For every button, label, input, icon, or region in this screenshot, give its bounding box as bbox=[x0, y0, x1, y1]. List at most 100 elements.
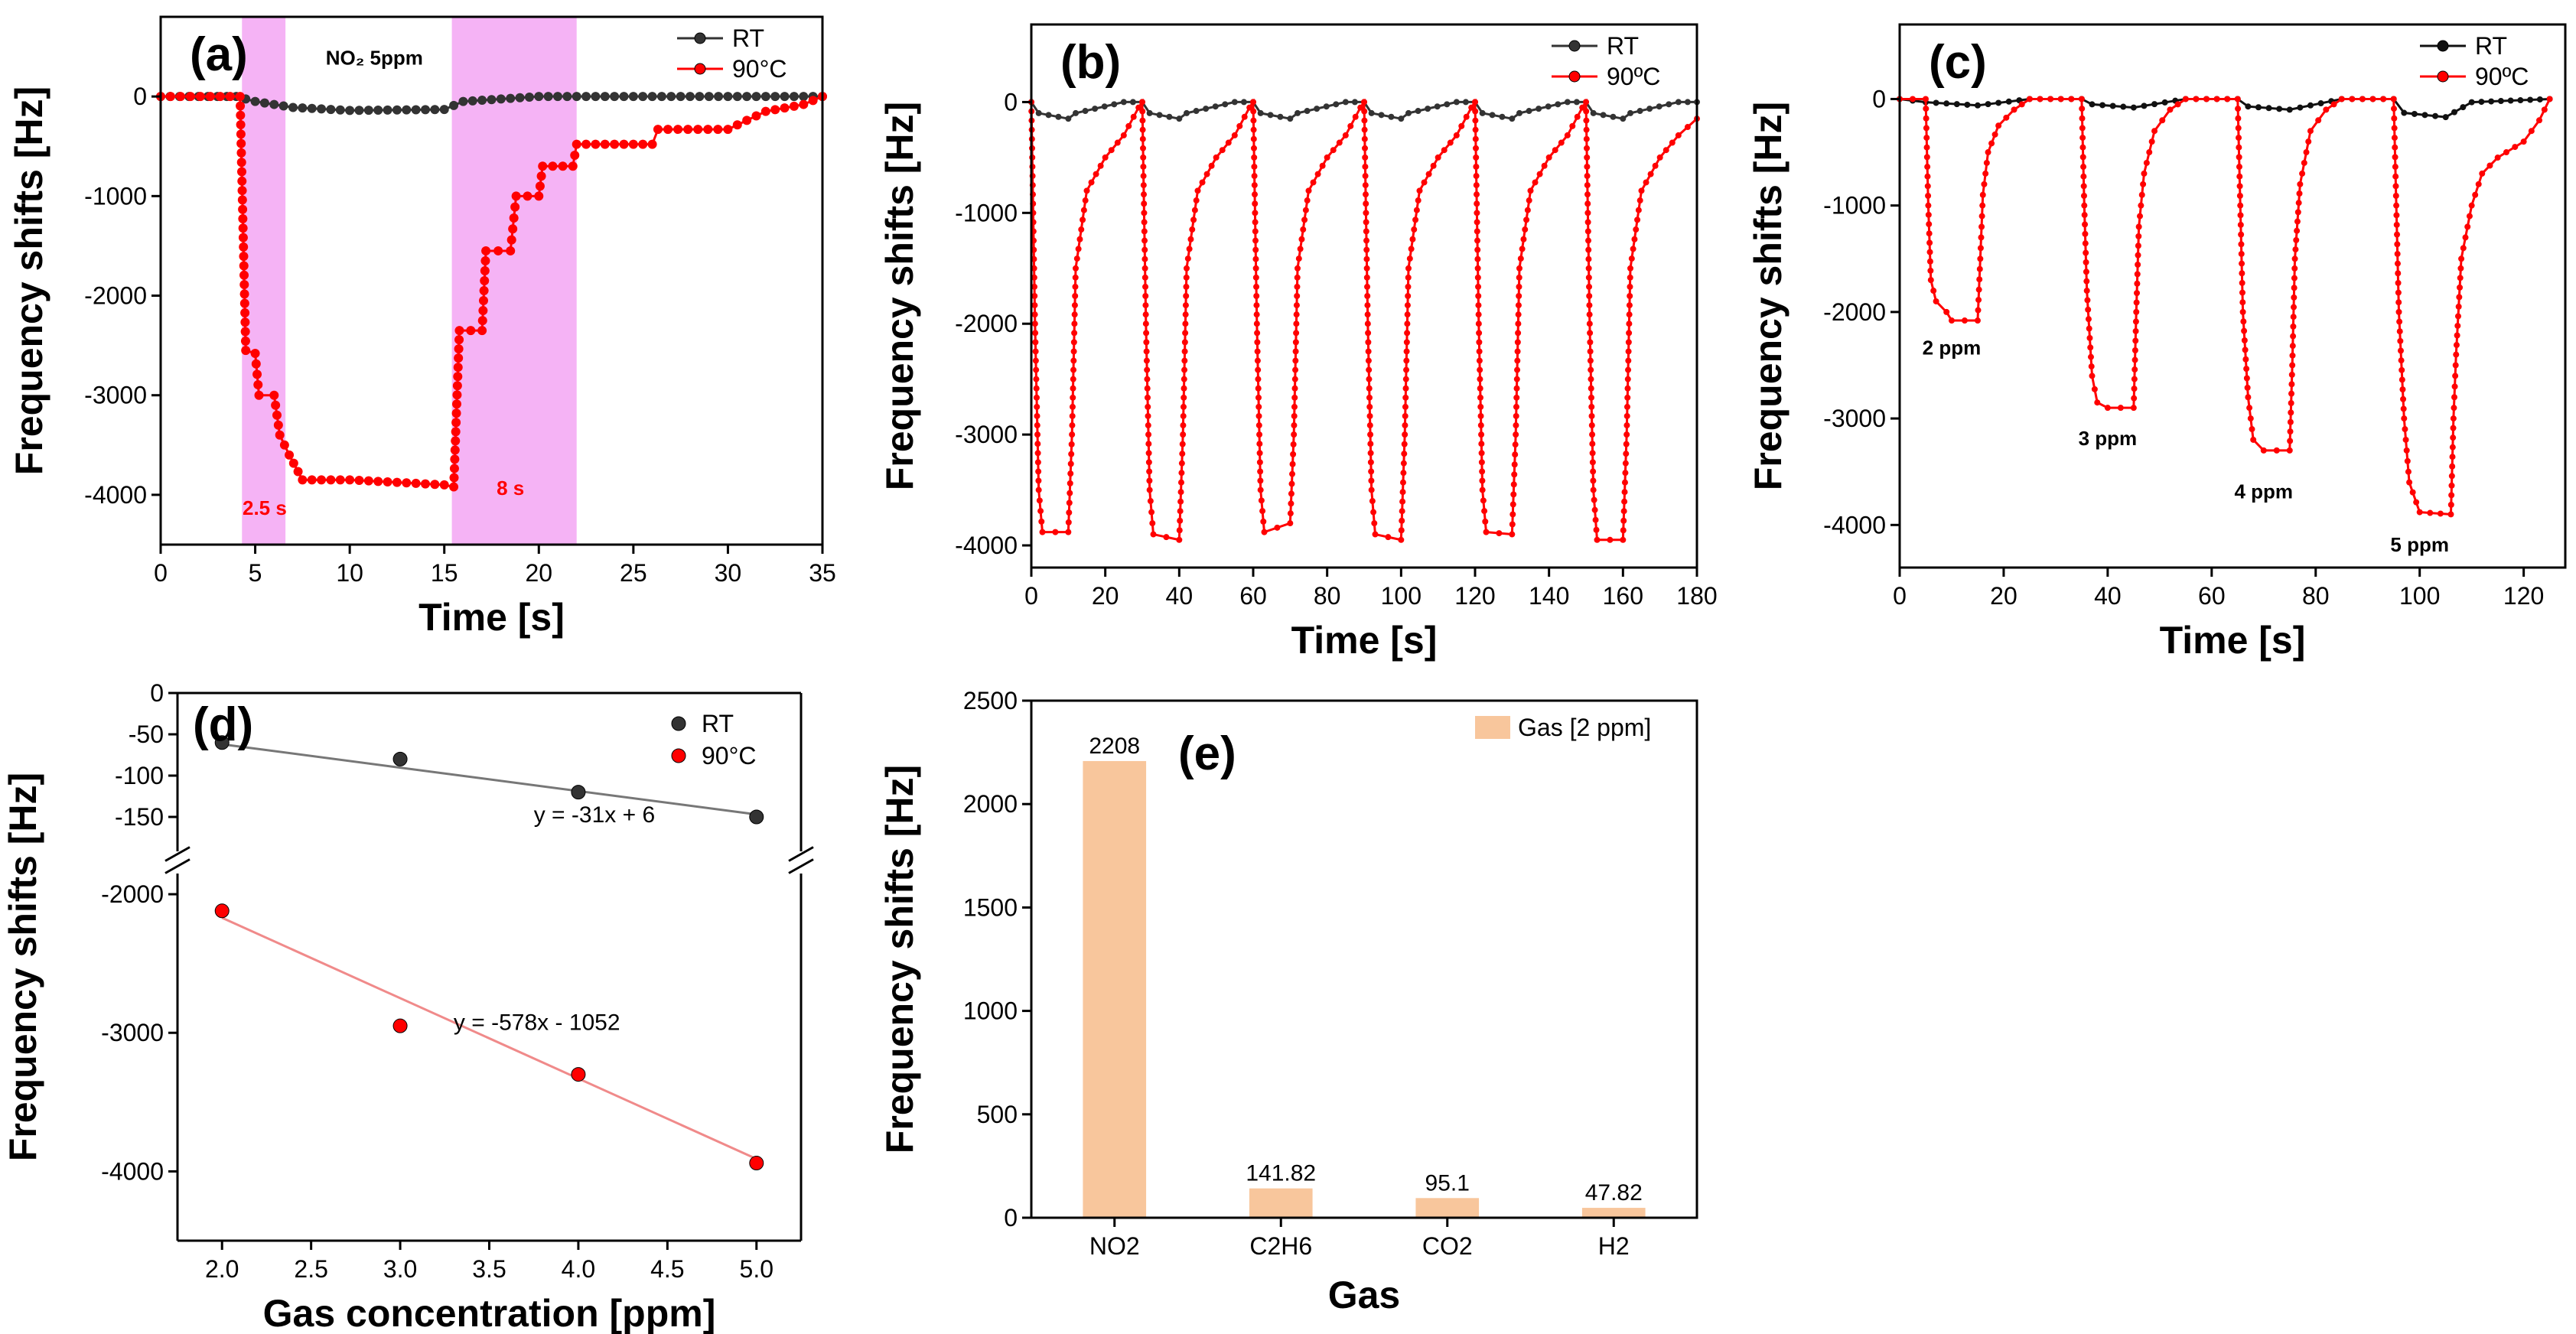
panel-b-series-1-point bbox=[1405, 265, 1412, 272]
panel-b-series-1-point bbox=[1627, 283, 1633, 290]
panel-c-series-1-point bbox=[2403, 447, 2410, 454]
panel-c-series-1-point bbox=[2238, 231, 2245, 238]
panel-b-series-1-point bbox=[1181, 385, 1187, 392]
panel-c-series-1-point bbox=[2236, 183, 2243, 190]
panel-a-series-1-point bbox=[480, 265, 490, 275]
panel-d-series-0-point bbox=[749, 809, 764, 825]
panel-a-series-1-point bbox=[619, 139, 629, 149]
panel-c-series-1-point bbox=[2132, 318, 2139, 325]
panel-c-series-1-point bbox=[2456, 294, 2463, 301]
panel-a-annotation: NO₂ 5ppm bbox=[326, 46, 423, 69]
panel-c-series-0-point bbox=[2517, 97, 2524, 104]
panel-c-series-1-point bbox=[2203, 96, 2210, 102]
panel-b-series-1-point bbox=[1405, 283, 1412, 290]
panel-c-series-1-point bbox=[2392, 154, 2399, 161]
panel-a-series-0-point bbox=[298, 103, 308, 113]
panel-b-series-1-point bbox=[1253, 320, 1260, 327]
panel-b-series-1-point bbox=[1252, 191, 1259, 198]
panel-a-x-tick-label: 5 bbox=[249, 559, 262, 587]
panel-c-series-1-point bbox=[2460, 245, 2467, 252]
panel-a-series-1-point bbox=[236, 138, 246, 148]
panel-b-series-1-point bbox=[1069, 412, 1076, 419]
panel-b-series-1-point bbox=[1591, 496, 1597, 503]
panel-b-series-1-point bbox=[1080, 216, 1086, 223]
panel-b-series-1-point bbox=[1363, 246, 1370, 253]
panel-c-series-1-point bbox=[2391, 106, 2398, 112]
panel-d-x-tick-label: 4.0 bbox=[562, 1255, 595, 1283]
panel-a-series-0-point bbox=[553, 92, 562, 102]
panel-c-series-1-point bbox=[2402, 436, 2409, 443]
panel-b-series-1-point bbox=[1621, 498, 1628, 505]
panel-b-series-0-point bbox=[1277, 113, 1284, 120]
panel-b-series-1-point bbox=[1478, 450, 1485, 457]
panel-b-series-0-point bbox=[1146, 109, 1153, 116]
panel-b-series-1-point bbox=[1292, 357, 1299, 364]
panel-a-plot-frame bbox=[159, 15, 824, 546]
panel-a-series-1-point bbox=[610, 139, 620, 149]
panel-b-series-1-point bbox=[1385, 534, 1392, 541]
panel-b-series-1-point bbox=[1294, 274, 1301, 281]
panel-b-series-1-point bbox=[1472, 99, 1478, 106]
panel-b-series-1-point bbox=[1430, 162, 1437, 169]
panel-a-series-1-point bbox=[373, 477, 383, 486]
panel-b-series-1-point bbox=[1141, 255, 1148, 262]
panel-b-series-1-point bbox=[1141, 210, 1148, 216]
panel-a-series-1-point bbox=[454, 344, 464, 354]
panel-d-y-tick-label: -3000 bbox=[101, 1019, 164, 1046]
panel-b-series-1-point bbox=[1579, 104, 1586, 111]
panel-b-series-1-point bbox=[1241, 113, 1248, 120]
panel-b-series-1-point bbox=[1140, 173, 1147, 180]
panel-c-series-1-point bbox=[2026, 96, 2033, 102]
panel-c-series-1-point bbox=[2392, 173, 2399, 180]
panel-a-series-1-point bbox=[236, 101, 246, 111]
panel-a-y-tick-label: -4000 bbox=[84, 481, 147, 509]
panel-d-legend-marker bbox=[671, 716, 686, 731]
panel-c-series-1-point bbox=[2447, 511, 2454, 518]
panel-a-series-1-point bbox=[479, 286, 489, 296]
panel-b-series-1-point bbox=[1621, 489, 1628, 496]
panel-c-series-1-point bbox=[2338, 96, 2345, 102]
panel-c-series-1-point bbox=[1985, 149, 1991, 156]
panel-a-series-1-point bbox=[293, 467, 303, 477]
panel-c-series-1-point bbox=[2083, 268, 2089, 275]
panel-c-series-1-point bbox=[2393, 221, 2400, 228]
panel-c-series-1-point bbox=[2081, 202, 2088, 209]
panel-c-series-1-point bbox=[2291, 265, 2298, 272]
panel-c-series-1-point bbox=[2303, 149, 2310, 156]
panel-b-series-1-point bbox=[1365, 357, 1372, 364]
panel-a-series-0-point bbox=[704, 92, 714, 102]
panel-c-series-1-point bbox=[2237, 212, 2244, 219]
panel-a-series-1-point bbox=[451, 399, 461, 409]
panel-a-x-tick-label: 25 bbox=[620, 559, 647, 587]
panel-b-series-1-point bbox=[1088, 179, 1095, 186]
panel-b-series-1-point bbox=[1140, 154, 1147, 161]
panel-c-series-1-point bbox=[2086, 325, 2092, 332]
panel-c-series-0-point bbox=[2432, 112, 2439, 119]
panel-b-series-1-point bbox=[1588, 403, 1595, 410]
panel-c-series-1-point bbox=[1976, 265, 1983, 272]
panel-a-series-0-point bbox=[307, 103, 317, 113]
panel-d-panel-label: (d) bbox=[193, 698, 253, 751]
panel-b-series-1-point bbox=[1362, 163, 1369, 170]
panel-b-series-1-point bbox=[1413, 207, 1420, 213]
panel-b-series-1-point bbox=[1067, 470, 1074, 477]
panel-c-series-1-point bbox=[1976, 276, 1983, 283]
panel-b-series-1-point bbox=[1070, 357, 1077, 364]
panel-b-series-1-point bbox=[1287, 510, 1294, 517]
panel-c-series-1-point bbox=[2135, 223, 2142, 230]
panel-b-series-1-point bbox=[1363, 210, 1369, 216]
panel-b-series-1-point bbox=[1255, 422, 1262, 429]
panel-b-series-1-point bbox=[1564, 132, 1571, 138]
panel-b-series-1-point bbox=[1093, 171, 1099, 177]
panel-c-series-1-point bbox=[1925, 202, 1932, 209]
panel-c-series-1-point bbox=[2079, 106, 2086, 112]
panel-b-series-0-point bbox=[1257, 109, 1264, 116]
panel-b-series-1-point bbox=[1509, 511, 1516, 518]
panel-c-series-1-point bbox=[2104, 405, 2111, 412]
panel-b-series-1-point bbox=[1254, 348, 1261, 355]
panel-b-series-0-point bbox=[1240, 99, 1247, 106]
panel-b-series-1-point bbox=[1363, 200, 1369, 207]
panel-a-series-1-point bbox=[240, 327, 250, 337]
panel-b-series-1-point bbox=[1255, 403, 1262, 410]
panel-b-series-0-point bbox=[1610, 113, 1617, 120]
